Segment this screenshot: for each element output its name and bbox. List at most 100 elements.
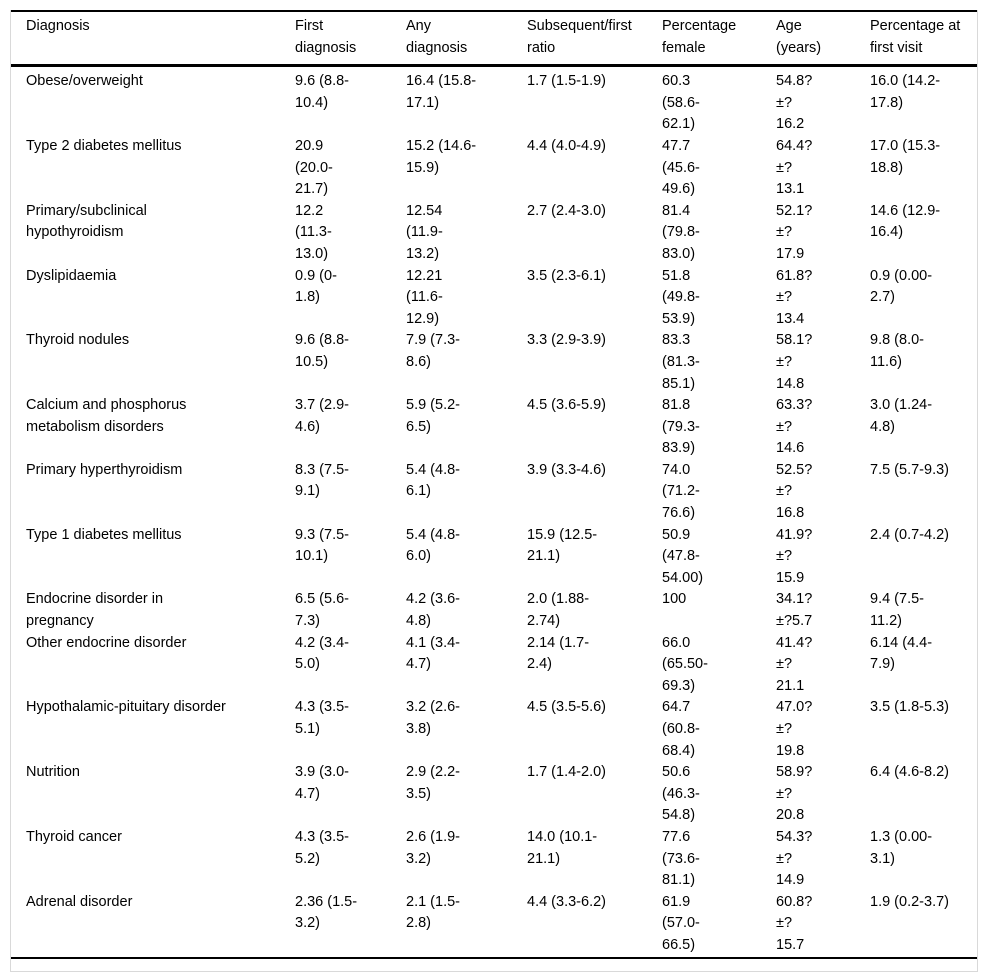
- value-cell: 9.3 (7.5- 10.1): [295, 526, 349, 565]
- value-cell: 4.3 (3.5- 5.2): [295, 828, 349, 867]
- value-cell: 2.1 (1.5- 2.8): [406, 893, 460, 932]
- table-row: Type 1 diabetes mellitus 9.3 (7.5- 10.1) 5…: [11, 525, 977, 590]
- table-row: Obese/overweight 9.6 (8.8- 10.4) 16.4 (15.…: [11, 66, 977, 136]
- value-cell: 52.5? ±? 16.8: [776, 461, 813, 522]
- value-cell: 4.2 (3.6- 4.8): [406, 591, 460, 630]
- value-cell: 64.4? ±? 13.1: [776, 137, 813, 198]
- value-cell: 2.0 (1.88- 2.74): [527, 591, 590, 630]
- table-row: Type 2 diabetes mellitus 20.9 (20.0- 21.7…: [11, 136, 977, 201]
- value-cell: 3.5 (1.8-5.3): [870, 699, 949, 716]
- value-cell: 58.1? ±? 14.8: [776, 332, 813, 392]
- value-cell: 16.0 (14.2- 17.8): [870, 73, 941, 111]
- value-cell: 4.4 (3.3-6.2): [527, 893, 606, 910]
- diagnosis-cell: Primary/subclinical hypothyroidism: [26, 202, 147, 241]
- value-cell: 1.3 (0.00- 3.1): [870, 828, 933, 867]
- column-header-percentage-first-visit: Percentage at first visit: [855, 11, 977, 68]
- value-cell: 4.5 (3.5-5.6): [527, 699, 606, 716]
- value-cell: 4.2 (3.4- 5.0): [295, 634, 349, 673]
- value-cell: 4.3 (3.5- 5.1): [295, 699, 349, 737]
- value-cell: 6.4 (4.6-8.2): [870, 764, 949, 781]
- value-cell: 16.4 (15.8- 17.1): [406, 73, 477, 111]
- value-cell: 1.9 (0.2-3.7): [870, 893, 949, 910]
- column-header-first-diagnosis: First diagnosis: [280, 11, 391, 68]
- value-cell: 60.8? ±? 15.7: [776, 893, 813, 953]
- value-cell: 52.1? ±? 17.9: [776, 202, 813, 262]
- value-cell: 9.6 (8.8- 10.4): [295, 73, 349, 111]
- value-cell: 15.2 (14.6- 15.9): [406, 137, 477, 176]
- table-row: Thyroid cancer 4.3 (3.5- 5.2) 2.6 (1.9- 3.…: [11, 827, 977, 892]
- diagnosis-cell: Adrenal disorder: [26, 893, 133, 910]
- value-cell: 2.7 (2.4-3.0): [527, 202, 606, 219]
- value-cell: 7.5 (5.7-9.3): [870, 461, 949, 478]
- value-cell: 61.8? ±? 13.4: [776, 267, 813, 327]
- value-cell: 3.3 (2.9-3.9): [527, 332, 606, 349]
- value-cell: 4.1 (3.4- 4.7): [406, 634, 460, 673]
- diagnosis-cell: Endocrine disorder in pregnancy: [26, 591, 164, 630]
- value-cell: 50.6 (46.3- 54.8): [662, 764, 700, 824]
- table-row: Hypothalamic-pituitary disorder 4.3 (3.5-…: [11, 697, 977, 762]
- value-cell: 54.8? ±? 16.2: [776, 73, 813, 133]
- value-cell: 5.9 (5.2- 6.5): [406, 397, 460, 435]
- table-row: Endocrine disorder in pregnancy 6.5 (5.6-…: [11, 589, 977, 632]
- value-cell: 14.6 (12.9- 16.4): [870, 202, 941, 241]
- header-row: Diagnosis First diagnosis Any diagnosis …: [11, 11, 977, 68]
- value-cell: 5.4 (4.8- 6.0): [406, 526, 460, 565]
- table-header: Diagnosis First diagnosis Any diagnosis …: [11, 11, 977, 68]
- table-body: Obese/overweight 9.6 (8.8- 10.4) 16.4 (15.…: [11, 66, 977, 958]
- value-cell: 51.8 (49.8- 53.9): [662, 267, 700, 327]
- column-header-percentage-female: Percentage female: [647, 11, 761, 68]
- value-cell: 66.0 (65.50- 69.3): [662, 634, 708, 694]
- diagnosis-cell: Dyslipidaemia: [26, 267, 117, 284]
- table-row: Thyroid nodules 9.6 (8.8- 10.5) 7.9 (7.3- …: [11, 330, 977, 395]
- value-cell: 58.9? ±? 20.8: [776, 764, 813, 824]
- value-cell: 15.9 (12.5- 21.1): [527, 526, 598, 565]
- value-cell: 20.9 (20.0- 21.7): [295, 137, 333, 198]
- value-cell: 5.4 (4.8- 6.1): [406, 461, 460, 500]
- diagnosis-cell: Type 1 diabetes mellitus: [26, 526, 182, 543]
- value-cell: 17.0 (15.3- 18.8): [870, 137, 941, 176]
- diagnosis-cell: Obese/overweight: [26, 73, 143, 90]
- column-header-any-diagnosis: Any diagnosis: [391, 11, 512, 68]
- table-row: Primary/subclinical hypothyroidism 12.2 (…: [11, 201, 977, 266]
- value-cell: 2.9 (2.2- 3.5): [406, 764, 460, 802]
- value-cell: 2.6 (1.9- 3.2): [406, 828, 460, 867]
- value-cell: 50.9 (47.8- 54.00): [662, 526, 704, 586]
- value-cell: 9.8 (8.0- 11.6): [870, 332, 924, 370]
- table-row: Dyslipidaemia 0.9 (0- 1.8) 12.21 (11.6- 12…: [11, 266, 977, 331]
- value-cell: 9.4 (7.5- 11.2): [870, 591, 924, 630]
- table-row: Calcium and phosphorus metabolism disord…: [11, 395, 977, 460]
- value-cell: 61.9 (57.0- 66.5): [662, 893, 700, 953]
- value-cell: 41.9? ±? 15.9: [776, 526, 813, 586]
- diagnosis-cell: Other endocrine disorder: [26, 634, 187, 651]
- value-cell: 77.6 (73.6- 81.1): [662, 828, 700, 889]
- value-cell: 8.3 (7.5- 9.1): [295, 461, 349, 500]
- value-cell: 6.5 (5.6- 7.3): [295, 591, 349, 630]
- value-cell: 12.2 (11.3- 13.0): [295, 202, 332, 262]
- value-cell: 100: [662, 591, 687, 608]
- value-cell: 14.0 (10.1- 21.1): [527, 828, 598, 867]
- diagnosis-cell: Primary hyperthyroidism: [26, 461, 183, 478]
- column-header-diagnosis: Diagnosis: [11, 11, 280, 68]
- table-container: Diagnosis First diagnosis Any diagnosis …: [10, 10, 978, 972]
- diagnosis-cell: Thyroid nodules: [26, 332, 130, 349]
- value-cell: 3.5 (2.3-6.1): [527, 267, 606, 284]
- value-cell: 74.0 (71.2- 76.6): [662, 461, 700, 522]
- value-cell: 3.9 (3.3-4.6): [527, 461, 606, 478]
- table-row: Other endocrine disorder 4.2 (3.4- 5.0) 4.…: [11, 633, 977, 698]
- value-cell: 3.7 (2.9- 4.6): [295, 397, 349, 435]
- diagnosis-cell: Hypothalamic-pituitary disorder: [26, 699, 226, 716]
- value-cell: 41.4? ±? 21.1: [776, 634, 813, 694]
- value-cell: 2.36 (1.5- 3.2): [295, 893, 358, 932]
- value-cell: 54.3? ±? 14.9: [776, 828, 813, 889]
- value-cell: 34.1? ±?5.7: [776, 591, 813, 630]
- value-cell: 3.0 (1.24- 4.8): [870, 397, 933, 435]
- value-cell: 6.14 (4.4- 7.9): [870, 634, 933, 673]
- value-cell: 2.14 (1.7- 2.4): [527, 634, 590, 673]
- value-cell: 3.9 (3.0- 4.7): [295, 764, 349, 802]
- value-cell: 4.4 (4.0-4.9): [527, 137, 606, 154]
- value-cell: 4.5 (3.6-5.9): [527, 397, 606, 414]
- value-cell: 83.3 (81.3- 85.1): [662, 332, 700, 392]
- value-cell: 9.6 (8.8- 10.5): [295, 332, 349, 370]
- diagnosis-cell: Type 2 diabetes mellitus: [26, 137, 182, 154]
- column-header-age-years: Age (years): [761, 11, 855, 68]
